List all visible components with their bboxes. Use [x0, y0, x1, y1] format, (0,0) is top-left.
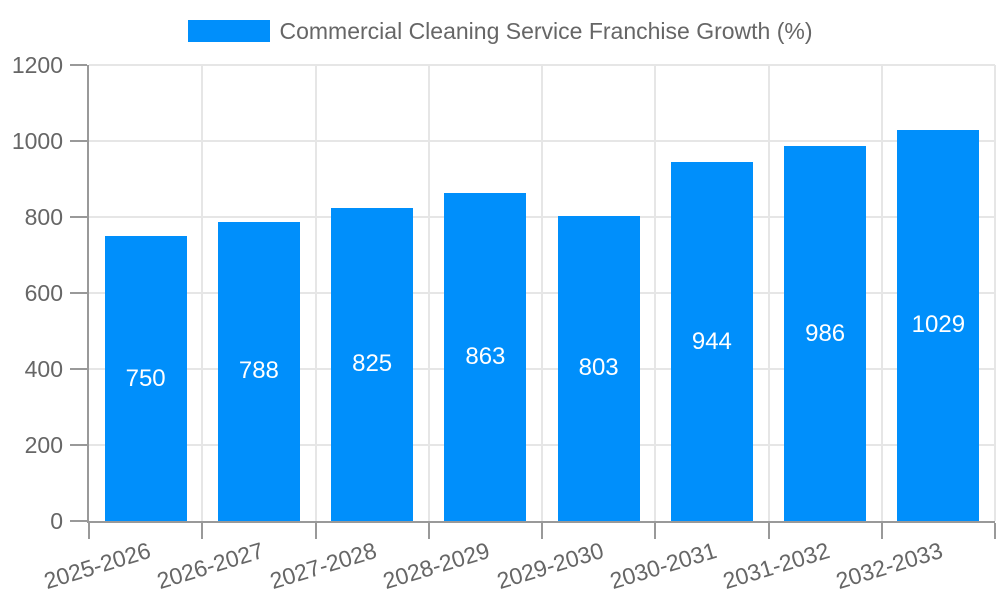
x-tick-mark [201, 523, 204, 539]
x-gridline [654, 65, 657, 521]
bar-2026-2027[interactable] [217, 221, 300, 521]
x-axis-tick-label: 2030-2031 [606, 537, 720, 595]
bar-2031-2032[interactable] [784, 146, 867, 521]
bar-2032-2033[interactable] [897, 129, 980, 521]
x-tick-mark [994, 523, 996, 539]
bar-value-label: 944 [691, 327, 732, 355]
bar-2025-2026[interactable] [104, 236, 187, 521]
x-axis-tick-label: 2032-2033 [833, 537, 946, 595]
y-tick-mark [70, 140, 87, 142]
x-gridline [427, 65, 430, 521]
bar-2029-2030[interactable] [557, 215, 640, 521]
x-gridline [880, 65, 883, 521]
x-axis-tick-label: 2025-2026 [40, 537, 154, 595]
y-axis-tick-label: 600 [24, 280, 63, 306]
y-tick-mark [70, 368, 87, 370]
y-tick-mark [70, 216, 87, 218]
y-axis-tick-label: 800 [24, 204, 63, 230]
y-axis-tick-label: 0 [50, 508, 63, 534]
x-tick-mark [427, 523, 430, 539]
x-gridline [541, 65, 543, 521]
bar-2027-2028[interactable] [331, 207, 414, 521]
x-gridline [201, 65, 204, 521]
legend-color-swatch [187, 20, 270, 42]
bar-value-label: 803 [578, 354, 619, 382]
legend-series-label: Commercial Cleaning Service Franchise Gr… [279, 18, 813, 44]
x-axis-tick-label: 2026-2027 [153, 537, 267, 595]
y-tick-mark [70, 444, 87, 446]
bar-value-label: 825 [352, 350, 393, 378]
x-tick-mark [314, 523, 317, 539]
chart-legend[interactable]: Commercial Cleaning Service Franchise Gr… [0, 18, 1000, 44]
x-axis-tick-label: 2027-2028 [266, 537, 380, 595]
bar-value-label: 750 [125, 364, 166, 392]
y-axis-tick-label: 1000 [11, 128, 63, 154]
bar-value-label: 863 [465, 343, 506, 371]
y-tick-mark [70, 64, 87, 66]
x-axis-line [87, 521, 995, 523]
x-axis-tick-label: 2031-2032 [719, 537, 833, 595]
x-gridline [314, 65, 317, 521]
y-tick-mark [70, 520, 87, 522]
x-axis-tick-label: 2029-2030 [493, 537, 607, 595]
bar-value-label: 986 [805, 319, 846, 347]
x-tick-mark [880, 523, 883, 539]
y-axis-tick-label: 200 [24, 432, 63, 458]
x-tick-mark [541, 523, 543, 539]
y-axis-tick-label: 1200 [11, 52, 63, 78]
bar-2030-2031[interactable] [670, 162, 753, 521]
x-tick-mark [88, 523, 90, 539]
bar-value-label: 788 [238, 357, 279, 385]
x-gridline [767, 65, 770, 521]
y-axis-tick-label: 400 [24, 356, 63, 382]
y-axis-line [87, 65, 89, 523]
bar-2028-2029[interactable] [444, 193, 527, 521]
x-axis-tick-label: 2028-2029 [380, 537, 493, 595]
x-tick-mark [767, 523, 770, 539]
y-tick-mark [70, 292, 87, 294]
x-tick-mark [654, 523, 657, 539]
bar-value-label: 1029 [911, 311, 966, 339]
x-gridline [994, 65, 996, 521]
